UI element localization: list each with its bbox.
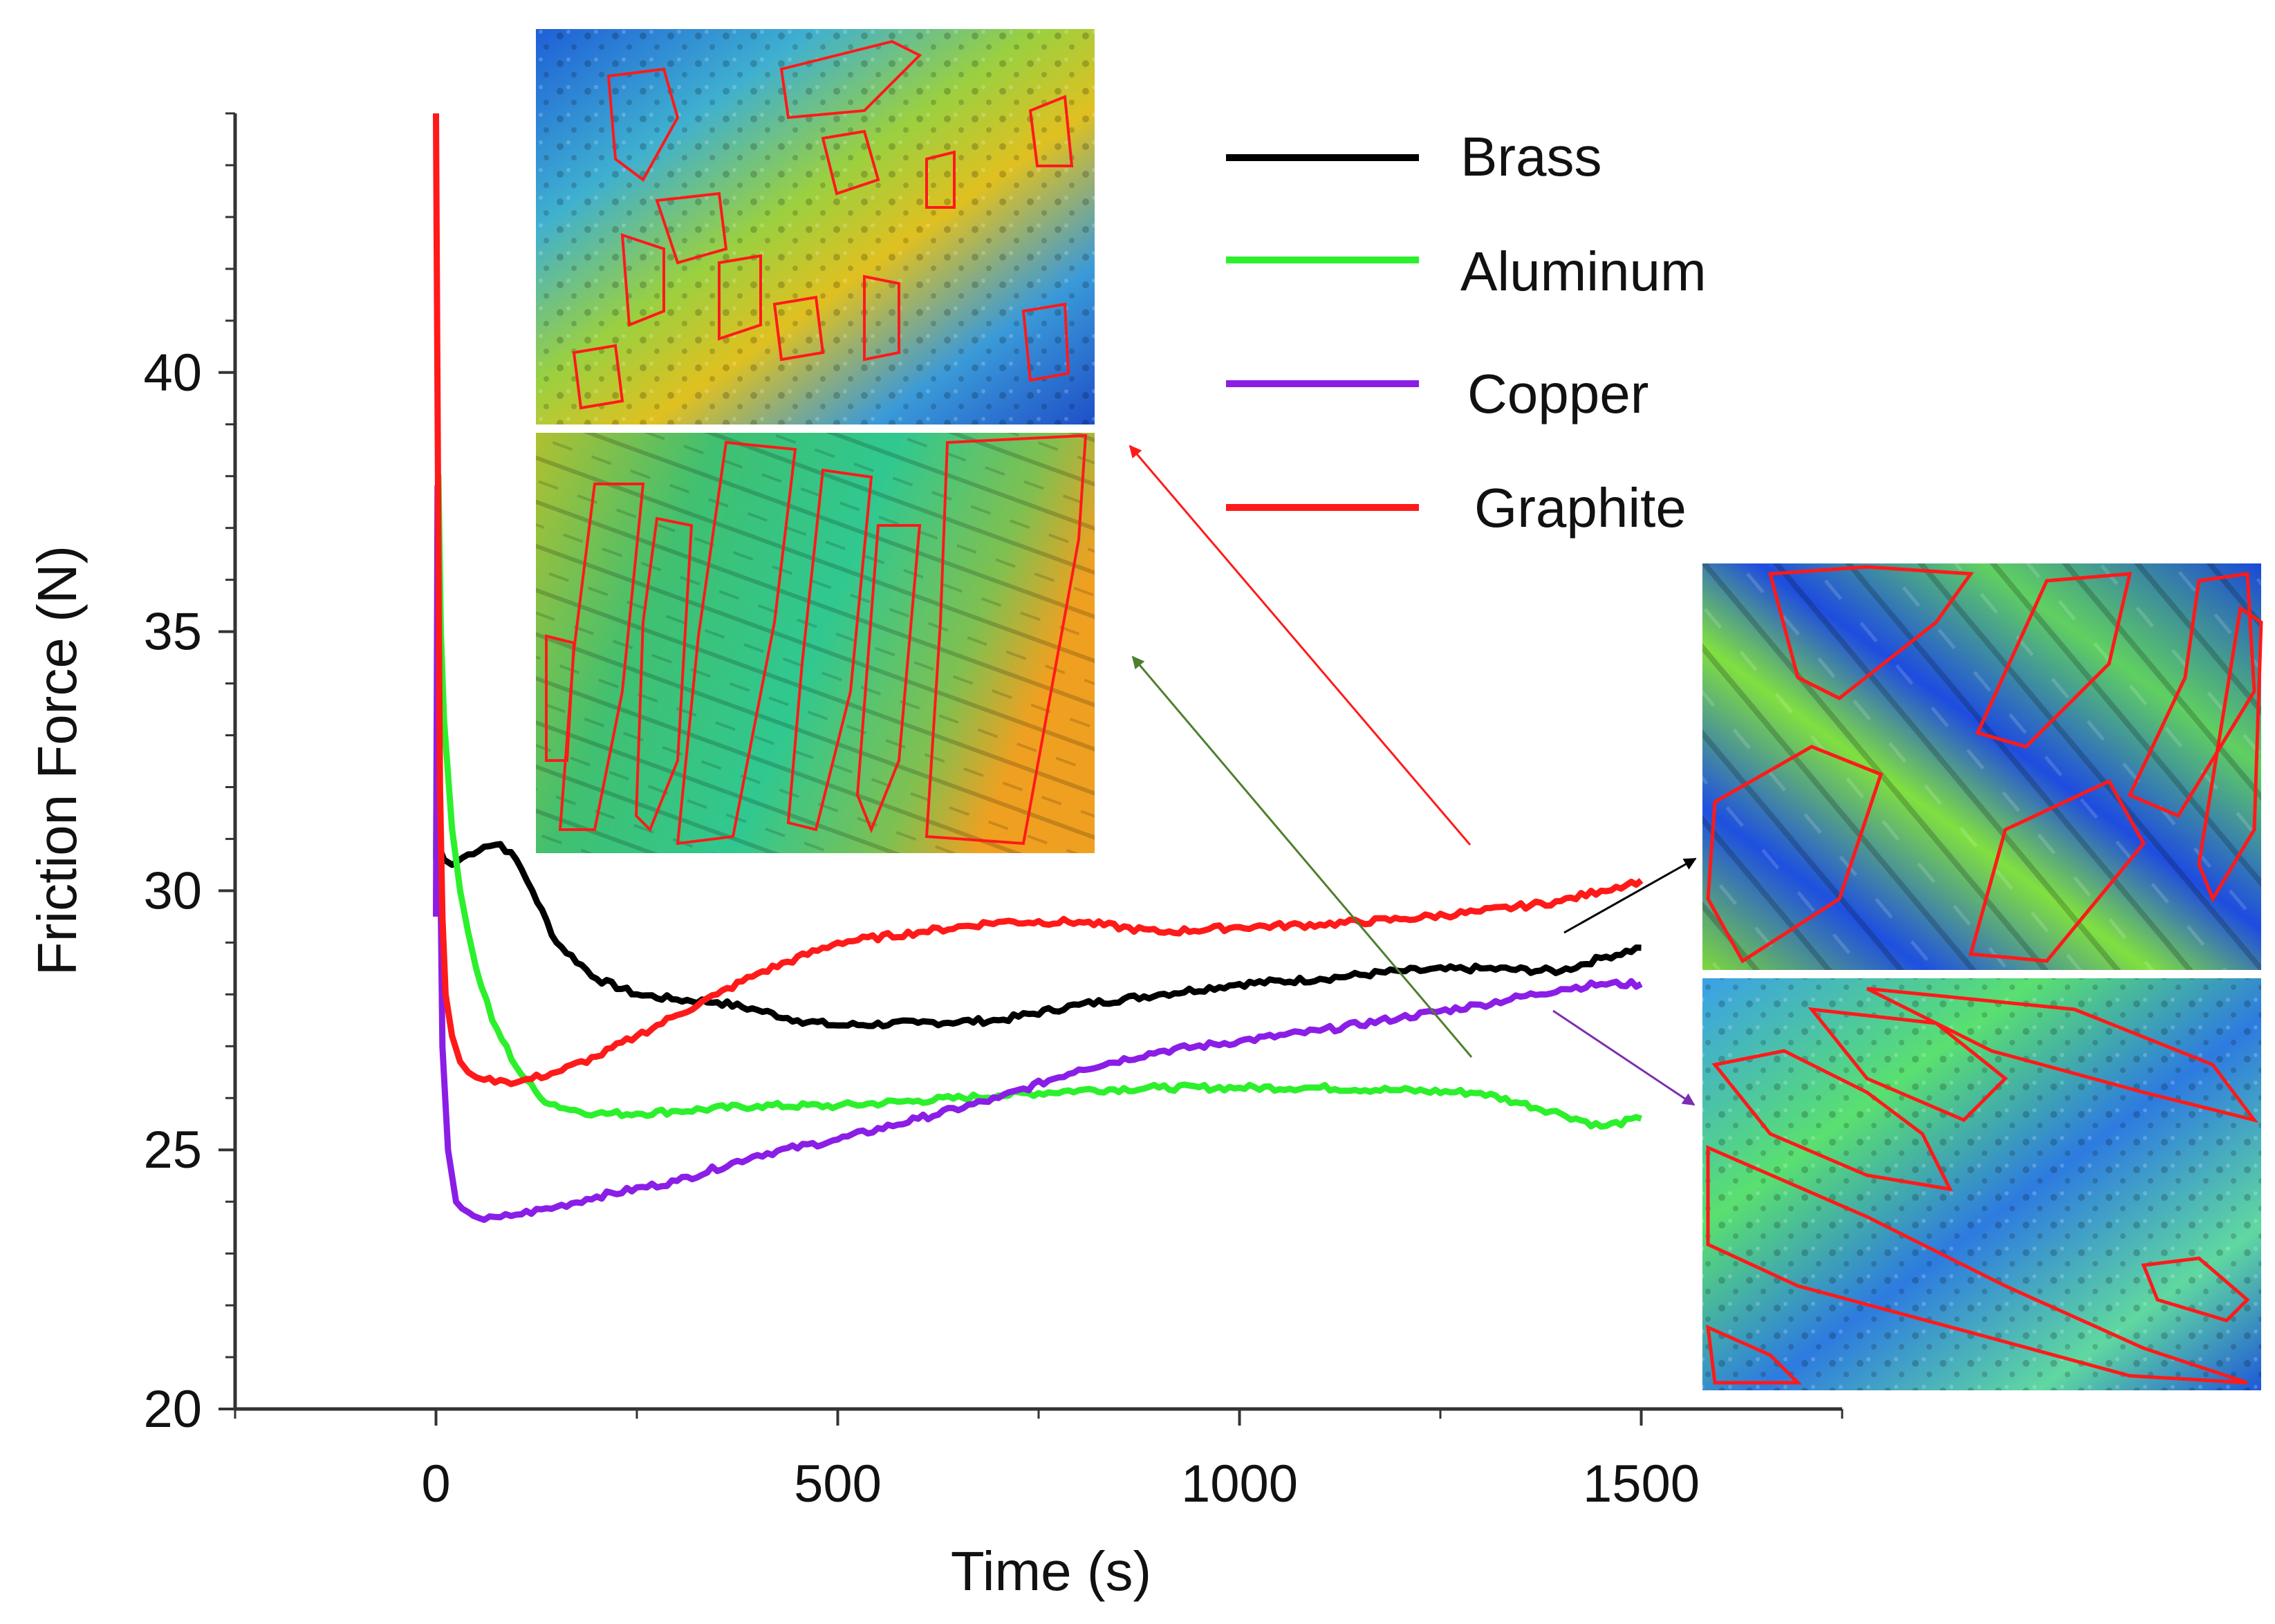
series-line-copper <box>433 483 1643 1223</box>
legend: Brass Aluminum Copper Graphite <box>1226 126 1707 539</box>
y-tick-label: 30 <box>143 861 202 920</box>
series-line-brass <box>433 841 1642 1029</box>
axis-ticks <box>219 112 1844 1426</box>
y-tick-label: 20 <box>143 1380 202 1439</box>
x-axis-title: Time (s) <box>951 1540 1151 1602</box>
series-line-graphite <box>433 113 1644 1088</box>
copper-pointer-arrow <box>1552 1009 1696 1106</box>
inset-graphite-micrograph <box>536 29 1095 424</box>
y-tick-label: 35 <box>143 603 202 662</box>
series-lines <box>433 113 1644 1223</box>
y-tick-label: 40 <box>143 344 202 402</box>
aluminum-pointer-arrow <box>1131 655 1473 1058</box>
inset-copper-micrograph <box>1702 978 2261 1390</box>
x-tick-label: 0 <box>421 1455 450 1513</box>
inset-aluminum-micrograph <box>536 433 1095 853</box>
x-tick-label: 500 <box>794 1455 882 1513</box>
x-tick-label: 1500 <box>1583 1455 1700 1513</box>
legend-label-graphite: Graphite <box>1474 477 1687 539</box>
brass-pointer-arrow <box>1563 857 1697 934</box>
series-line-aluminum <box>433 473 1642 1130</box>
y-axis-title: Friction Force (N) <box>26 545 88 976</box>
x-tick-label: 1000 <box>1181 1455 1298 1513</box>
y-tick-label: 25 <box>143 1121 202 1179</box>
legend-label-brass: Brass <box>1460 126 1602 187</box>
axis-tick-labels: 20 25 30 35 40 0 500 1000 1500 <box>143 344 1700 1513</box>
graphite-pointer-arrow <box>1129 445 1471 846</box>
legend-label-copper: Copper <box>1467 363 1649 424</box>
inset-brass-micrograph <box>1702 563 2263 970</box>
legend-label-aluminum: Aluminum <box>1460 241 1707 302</box>
